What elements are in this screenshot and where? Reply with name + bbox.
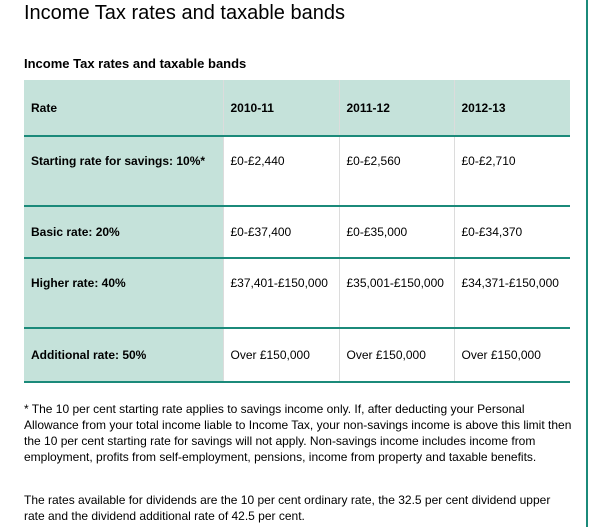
table-cell: £0-£35,000 xyxy=(339,206,455,258)
table-cell: £0-£2,440 xyxy=(223,136,340,206)
row-label-higher-rate: Higher rate: 40% xyxy=(24,258,224,328)
tax-bands-table: Rate 2010-11 2011-12 2012-13 Starting ra… xyxy=(24,80,570,383)
table-row: Starting rate for savings: 10%* £0-£2,44… xyxy=(24,136,570,206)
column-header-rate: Rate xyxy=(24,80,224,136)
table-row: Additional rate: 50% Over £150,000 Over … xyxy=(24,328,570,382)
table-cell: £0-£37,400 xyxy=(223,206,340,258)
table-cell: £0-£34,370 xyxy=(454,206,570,258)
table-row: Higher rate: 40% £37,401-£150,000 £35,00… xyxy=(24,258,570,328)
page-title: Income Tax rates and taxable bands xyxy=(24,2,345,24)
table-cell: Over £150,000 xyxy=(454,328,570,382)
column-header-2010-11: 2010-11 xyxy=(223,80,340,136)
table-cell: £0-£2,560 xyxy=(339,136,455,206)
column-header-2012-13: 2012-13 xyxy=(454,80,570,136)
row-label-additional-rate: Additional rate: 50% xyxy=(24,328,224,382)
table-caption: Income Tax rates and taxable bands xyxy=(24,56,247,71)
table-cell: Over £150,000 xyxy=(223,328,340,382)
table-cell: Over £150,000 xyxy=(339,328,455,382)
table-header-row: Rate 2010-11 2011-12 2012-13 xyxy=(24,80,570,136)
table-cell: £0-£2,710 xyxy=(454,136,570,206)
row-label-basic-rate: Basic rate: 20% xyxy=(24,206,224,258)
row-label-starting-rate: Starting rate for savings: 10%* xyxy=(24,136,224,206)
page-right-border xyxy=(586,0,588,527)
table-cell: £37,401-£150,000 xyxy=(223,258,340,328)
column-header-2011-12: 2011-12 xyxy=(339,80,455,136)
dividends-note: The rates available for dividends are th… xyxy=(24,493,551,523)
starting-rate-footnote: * The 10 per cent starting rate applies … xyxy=(24,402,572,464)
table-row: Basic rate: 20% £0-£37,400 £0-£35,000 £0… xyxy=(24,206,570,258)
table-cell: £35,001-£150,000 xyxy=(339,258,455,328)
table-cell: £34,371-£150,000 xyxy=(454,258,570,328)
